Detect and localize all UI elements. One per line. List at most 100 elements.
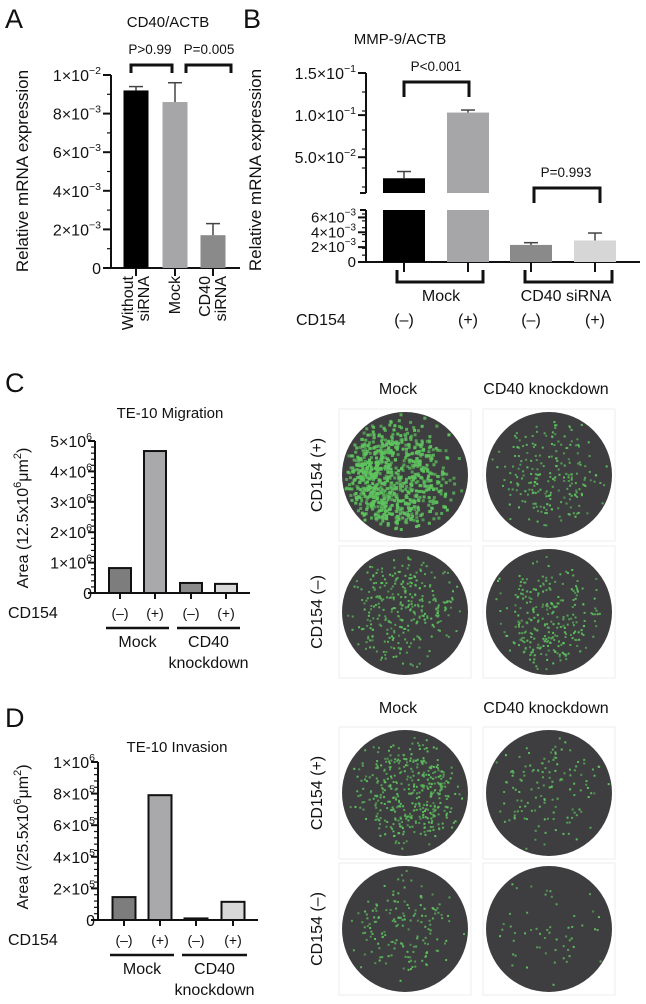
cell-dot	[376, 780, 379, 783]
cell-dot	[431, 453, 435, 457]
cell-dot	[425, 739, 428, 742]
cell-dot	[532, 506, 535, 509]
cell-dot	[522, 636, 525, 639]
bar	[220, 900, 246, 922]
cell-dot	[439, 782, 442, 785]
cell-dot	[417, 605, 420, 608]
cell-dot	[374, 460, 378, 464]
cell-dot	[442, 601, 445, 604]
cell-dot	[384, 757, 387, 760]
cell-dot	[521, 639, 524, 642]
cell-dot	[420, 610, 423, 613]
cell-dot	[414, 909, 417, 912]
cell-dot	[509, 925, 512, 928]
cell-dot	[389, 908, 392, 911]
cell-dot	[516, 476, 519, 479]
cell-dot	[533, 654, 536, 657]
cell-dot	[510, 770, 513, 773]
cell-dot	[405, 869, 408, 872]
cell-dot	[407, 476, 411, 480]
cell-dot	[375, 815, 378, 818]
cell-dot	[389, 785, 392, 788]
cell-dot	[425, 773, 428, 776]
cell-dot	[369, 491, 373, 495]
cell-dot	[540, 462, 543, 465]
cell-dot	[382, 598, 385, 601]
cell-dot	[549, 890, 552, 893]
cell-dot	[364, 749, 367, 752]
cell-dot	[384, 615, 387, 618]
cell-dot	[430, 766, 433, 769]
cell-dot	[423, 484, 427, 488]
cell-dot	[573, 794, 576, 797]
cell-dot	[365, 641, 368, 644]
cell-dot	[375, 491, 379, 495]
cell-dot	[463, 933, 466, 936]
cell-dot	[531, 650, 534, 653]
cell-dot	[359, 457, 363, 461]
cell-dot	[372, 628, 375, 631]
cell-dot	[545, 524, 548, 527]
cell-dot	[415, 510, 419, 514]
cell-dot	[383, 769, 386, 772]
cell-dot	[349, 493, 353, 497]
cell-dot	[380, 570, 383, 573]
cell-dot	[525, 621, 528, 624]
cell-dot	[398, 634, 401, 637]
cell-dot	[437, 813, 440, 816]
cell-dot	[401, 447, 405, 451]
cell-dot	[504, 754, 507, 757]
cell-dot	[363, 512, 367, 516]
cell-dot	[438, 449, 442, 453]
cell-dot	[373, 587, 376, 590]
cell-dot	[418, 615, 421, 618]
cell-dot	[593, 613, 596, 616]
cell-dot	[423, 784, 426, 787]
cell-dot	[392, 893, 395, 896]
cell-dot	[520, 809, 523, 812]
cell-dot	[388, 474, 392, 478]
cell-dot	[551, 636, 554, 639]
cell-dot	[430, 765, 433, 768]
cell-dot	[358, 469, 362, 473]
cell-dot	[432, 815, 435, 818]
cell-dot	[512, 953, 515, 956]
cell-dot	[388, 636, 391, 639]
cell-dot	[403, 770, 406, 773]
cell-dot	[412, 426, 416, 430]
cell-dot	[425, 804, 428, 807]
cell-dot	[547, 565, 550, 568]
cell-dot	[536, 781, 539, 784]
cell-dot	[415, 571, 418, 574]
cell-dot	[431, 502, 435, 506]
cell-dot	[406, 582, 409, 585]
cell-dot	[421, 806, 424, 809]
cell-dot	[406, 950, 409, 953]
cell-dot	[416, 742, 419, 745]
cell-dot	[407, 629, 410, 632]
cell-dot	[507, 488, 510, 491]
bar	[111, 896, 137, 922]
cell-dot	[425, 488, 429, 492]
cell-dot	[414, 965, 417, 968]
cell-dot	[405, 427, 409, 431]
cell-dot	[540, 795, 543, 798]
cell-dot	[437, 629, 440, 632]
cell-dot	[575, 838, 578, 841]
cell-dot	[516, 799, 519, 802]
cell-dot	[538, 932, 541, 935]
cell-dot	[447, 914, 450, 917]
cell-dot	[542, 582, 545, 585]
cell-dot	[413, 575, 416, 578]
cell-dot	[540, 653, 543, 656]
cell-dot	[550, 786, 553, 789]
cell-dot	[548, 587, 551, 590]
cell-dot	[399, 979, 402, 982]
cell-dot	[378, 606, 381, 609]
cell-dot	[397, 892, 400, 895]
cell-dot	[429, 804, 432, 807]
cell-dot	[368, 433, 372, 437]
cell-dot	[372, 433, 376, 437]
cell-dot	[529, 653, 532, 656]
cell-dot	[533, 484, 536, 487]
